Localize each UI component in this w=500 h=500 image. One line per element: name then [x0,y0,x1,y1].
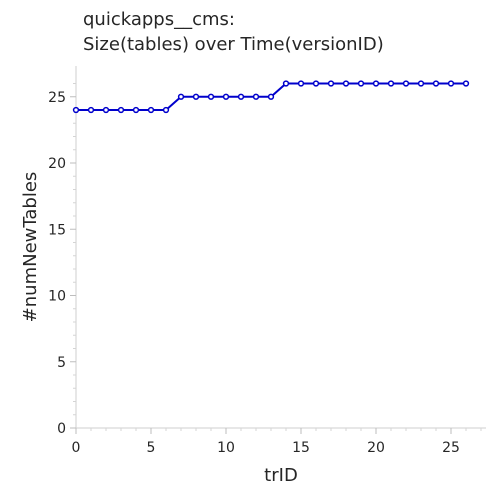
chart-title: quickapps__cms: [83,9,235,30]
data-point [252,93,260,100]
data-point [147,106,155,114]
data-point [312,80,320,87]
x-tick-label: 25 [442,440,460,456]
axes [75,66,486,429]
x-tick-label: 0 [72,440,81,456]
data-point [432,80,440,87]
data-point [207,93,215,100]
data-point [462,80,470,87]
data-point [417,80,425,87]
y-tick-label: 20 [48,156,66,172]
data-point [117,106,125,114]
data-point [162,106,170,114]
data-point [132,106,140,114]
data-point [297,80,305,87]
data-point [237,93,245,100]
data-point [267,93,275,100]
data-point [327,80,335,87]
data-point [372,80,380,87]
data-point [387,80,395,87]
y-axis-label: #numNewTables [20,172,41,323]
data-point [102,106,110,114]
data-point [447,80,455,87]
ticks: 0 5 10 15 20 25 0 5 10 15 20 25 [48,83,482,456]
x-tick-label: 15 [292,440,310,456]
y-tick-label: 25 [48,90,66,106]
y-tick-label: 0 [57,421,66,437]
y-tick-label: 10 [48,289,66,305]
y-tick-label: 15 [48,222,66,238]
data-point [192,93,200,100]
data-point [357,80,365,87]
x-tick-label: 5 [147,440,156,456]
x-tick-label: 20 [367,440,385,456]
x-axis-label: trID [264,465,298,486]
data-point [177,93,185,100]
data-point [342,80,350,87]
data-point [87,106,95,114]
data-point [72,106,80,114]
x-tick-label: 10 [217,440,235,456]
series-layer [72,80,470,114]
data-point [222,93,230,100]
chart-subtitle: Size(tables) over Time(versionID) [83,34,384,55]
y-tick-label: 5 [57,355,66,371]
data-point [402,80,410,87]
data-point [282,80,290,87]
